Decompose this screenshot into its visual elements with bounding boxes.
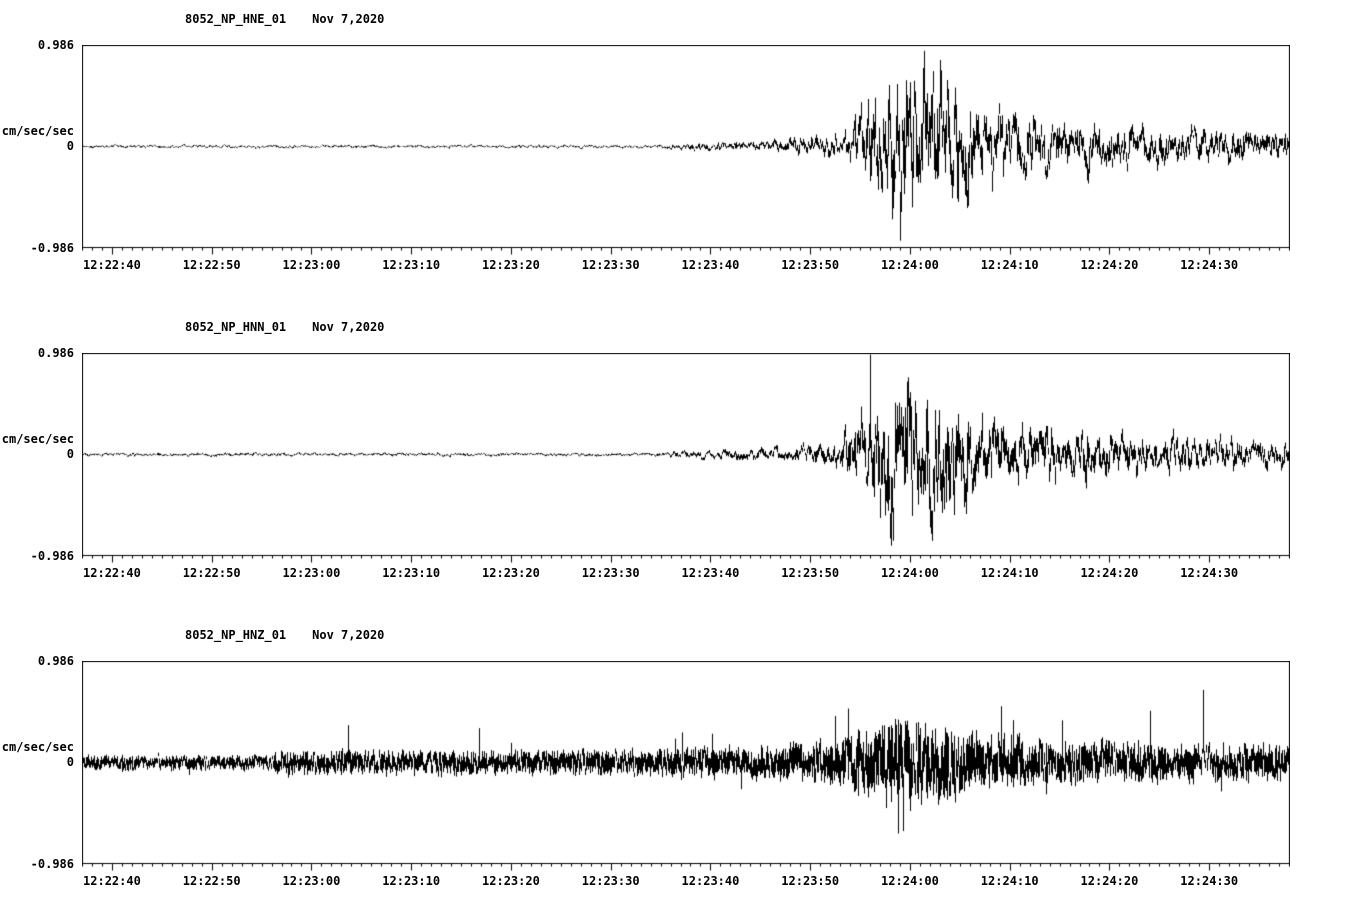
y-max-label: 0.986 — [37, 346, 74, 360]
x-tick-label: 12:23:30 — [581, 874, 640, 888]
trace-id: 8052_NP_HNZ_01 — [185, 628, 287, 642]
x-tick-label: 12:23:30 — [581, 566, 640, 580]
x-tick-label: 12:24:10 — [980, 566, 1039, 580]
x-tick-label: 12:23:00 — [282, 258, 341, 272]
x-tick-label: 12:23:40 — [681, 258, 740, 272]
x-tick-label: 12:22:50 — [182, 258, 241, 272]
y-max-label: 0.986 — [37, 654, 74, 668]
x-tick-label: 12:23:50 — [781, 258, 840, 272]
seismogram-panel-hne: 8052_NP_HNE_01 Nov 7,2020 0.986 cm/sec/s… — [0, 12, 1358, 312]
x-tick-label: 12:23:50 — [781, 874, 840, 888]
y-axis-unit: cm/sec/sec — [1, 432, 74, 446]
x-tick-label: 12:22:40 — [83, 258, 141, 272]
waveform-plot-hnn — [82, 353, 1290, 565]
x-tick-label: 12:24:10 — [980, 874, 1039, 888]
x-tick-label: 12:24:30 — [1180, 566, 1239, 580]
y-axis-unit: cm/sec/sec — [1, 740, 74, 754]
y-max-label: 0.986 — [37, 38, 74, 52]
y-zero-label: 0 — [66, 755, 74, 769]
x-tick-label: 12:24:30 — [1180, 874, 1239, 888]
y-min-label: -0.986 — [30, 857, 74, 871]
y-min-label: -0.986 — [30, 241, 74, 255]
x-tick-label: 12:22:50 — [182, 566, 241, 580]
x-tick-label: 12:24:20 — [1080, 258, 1139, 272]
x-tick-label: 12:23:10 — [382, 258, 441, 272]
x-tick-label: 12:23:50 — [781, 566, 840, 580]
y-axis-unit: cm/sec/sec — [1, 124, 74, 138]
y-zero-label: 0 — [66, 447, 74, 461]
x-tick-label: 12:23:00 — [282, 566, 341, 580]
x-tick-label: 12:23:10 — [382, 874, 441, 888]
x-tick-label: 12:23:40 — [681, 566, 740, 580]
x-tick-label: 12:24:00 — [881, 258, 939, 272]
y-zero-label: 0 — [66, 139, 74, 153]
x-tick-label: 12:24:00 — [881, 874, 939, 888]
trace-id: 8052_NP_HNE_01 — [185, 12, 287, 26]
seismogram-panel-hnz: 8052_NP_HNZ_01 Nov 7,2020 0.986 cm/sec/s… — [0, 628, 1358, 924]
trace-date: Nov 7,2020 — [312, 320, 385, 334]
x-tick-label: 12:23:10 — [382, 566, 441, 580]
y-min-label: -0.986 — [30, 549, 74, 563]
x-tick-label: 12:22:50 — [182, 874, 241, 888]
waveform-plot-hne — [82, 45, 1290, 257]
x-tick-label: 12:24:20 — [1080, 566, 1139, 580]
x-tick-label: 12:23:20 — [482, 258, 540, 272]
x-tick-label: 12:24:00 — [881, 566, 939, 580]
trace-date: Nov 7,2020 — [312, 628, 385, 642]
trace-title-row: 8052_NP_HNE_01 Nov 7,2020 — [185, 12, 384, 26]
x-tick-label: 12:24:20 — [1080, 874, 1139, 888]
x-tick-label: 12:22:40 — [83, 566, 141, 580]
trace-date: Nov 7,2020 — [312, 12, 385, 26]
x-tick-label: 12:23:40 — [681, 874, 740, 888]
x-tick-label: 12:23:20 — [482, 874, 540, 888]
trace-id: 8052_NP_HNN_01 — [185, 320, 287, 334]
x-tick-label: 12:23:30 — [581, 258, 640, 272]
x-axis-labels: 12:22:40 12:22:50 12:23:00 12:23:10 12:23:20… — [82, 566, 1290, 582]
seismogram-panel-hnn: 8052_NP_HNN_01 Nov 7,2020 0.986 cm/sec/s… — [0, 320, 1358, 620]
x-tick-label: 12:24:10 — [980, 258, 1039, 272]
x-tick-label: 12:23:00 — [282, 874, 341, 888]
x-axis-labels: 12:22:40 12:22:50 12:23:00 12:23:10 12:23:20… — [82, 874, 1290, 890]
x-tick-label: 12:24:30 — [1180, 258, 1239, 272]
trace-title-row: 8052_NP_HNN_01 Nov 7,2020 — [185, 320, 384, 334]
trace-title-row: 8052_NP_HNZ_01 Nov 7,2020 — [185, 628, 384, 642]
x-tick-label: 12:23:20 — [482, 566, 540, 580]
x-axis-labels: 12:22:40 12:22:50 12:23:00 12:23:10 12:23:20… — [82, 258, 1290, 274]
x-tick-label: 12:22:40 — [83, 874, 141, 888]
waveform-plot-hnz — [82, 661, 1290, 873]
